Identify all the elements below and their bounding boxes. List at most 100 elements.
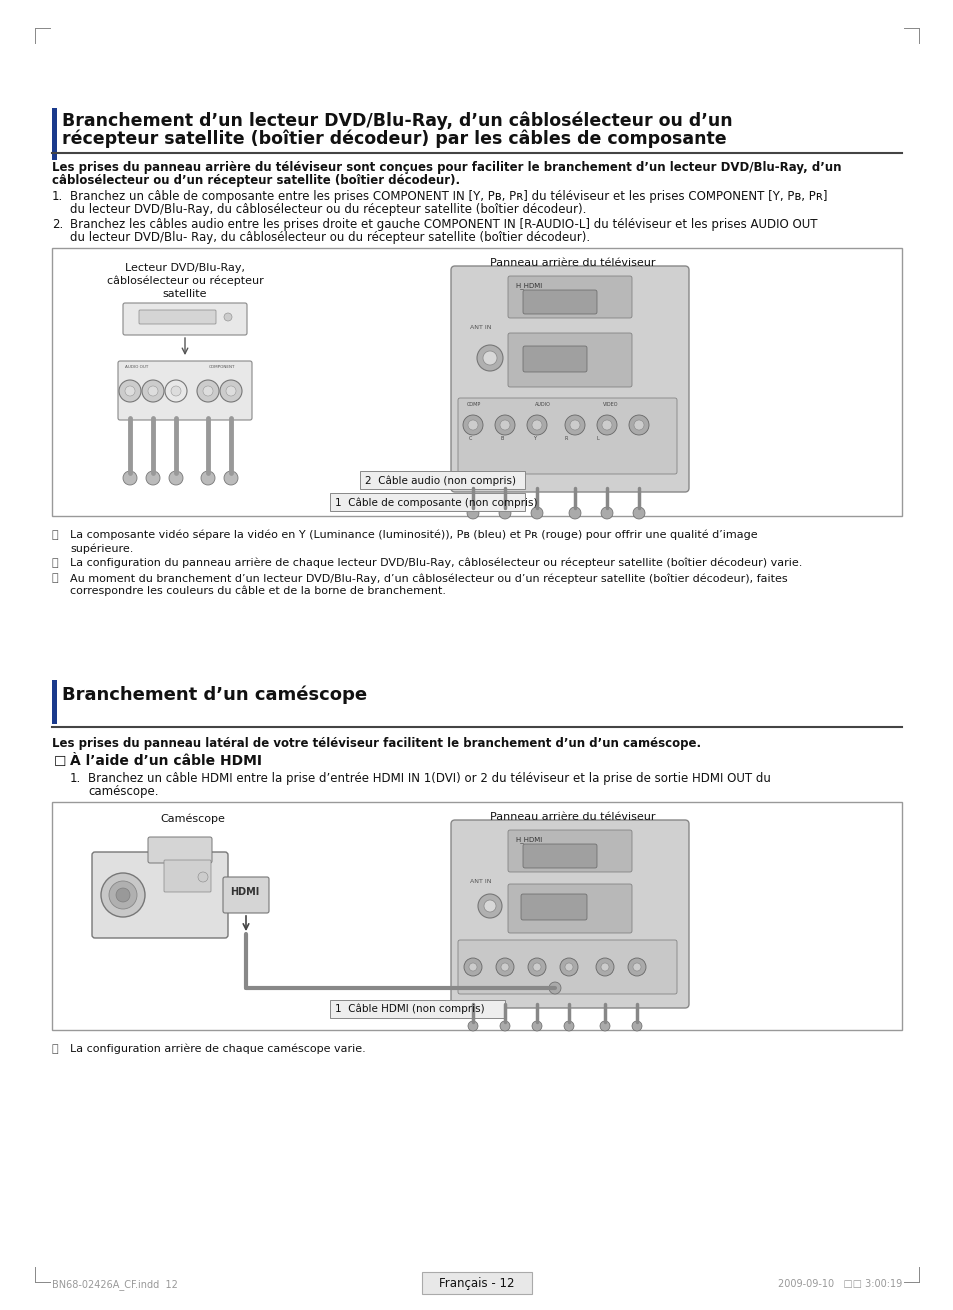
Circle shape: [469, 963, 476, 971]
Text: satellite: satellite: [163, 290, 207, 299]
Circle shape: [482, 351, 497, 365]
Circle shape: [125, 386, 135, 396]
Text: du lecteur DVD/Blu- Ray, du câblosélecteur ou du récepteur satellite (boîtier dé: du lecteur DVD/Blu- Ray, du câblosélecte…: [70, 231, 590, 244]
Circle shape: [526, 415, 546, 435]
Text: L: L: [597, 436, 599, 441]
Circle shape: [533, 963, 540, 971]
Circle shape: [568, 507, 580, 519]
Text: Lecteur DVD/Blu-Ray,: Lecteur DVD/Blu-Ray,: [125, 263, 245, 272]
Text: ☐: ☐: [54, 755, 67, 769]
Bar: [52, 802, 901, 1030]
Circle shape: [601, 421, 612, 430]
Text: du lecteur DVD/Blu-Ray, du câblosélecteur ou du récepteur satellite (boîtier déc: du lecteur DVD/Blu-Ray, du câblosélecteu…: [70, 203, 586, 216]
Text: Panneau arrière du téléviseur: Panneau arrière du téléviseur: [490, 258, 655, 269]
Text: VIDEO: VIDEO: [602, 402, 618, 407]
Circle shape: [203, 386, 213, 396]
Bar: [330, 493, 524, 511]
Text: Branchez les câbles audio entre les prises droite et gauche COMPONENT IN [R-AUDI: Branchez les câbles audio entre les pris…: [70, 217, 817, 231]
Text: H_HDMI: H_HDMI: [515, 836, 541, 842]
Circle shape: [477, 893, 501, 918]
FancyBboxPatch shape: [507, 831, 631, 872]
FancyBboxPatch shape: [139, 310, 215, 324]
Circle shape: [146, 472, 160, 485]
FancyBboxPatch shape: [223, 876, 269, 913]
FancyBboxPatch shape: [522, 844, 597, 869]
Text: COMP: COMP: [467, 402, 480, 407]
Circle shape: [600, 963, 608, 971]
Circle shape: [597, 415, 617, 435]
Bar: [52, 107, 57, 160]
Circle shape: [165, 380, 187, 402]
Bar: [421, 1272, 532, 1294]
Text: À l’aide d’un câble HDMI: À l’aide d’un câble HDMI: [70, 755, 262, 768]
Text: HDMI: HDMI: [230, 887, 259, 897]
Text: La configuration du panneau arrière de chaque lecteur DVD/Blu-Ray, câblosélecteu: La configuration du panneau arrière de c…: [70, 558, 801, 569]
Circle shape: [220, 380, 242, 402]
Circle shape: [527, 958, 545, 976]
Text: Les prises du panneau arrière du téléviseur sont conçues pour faciliter le branc: Les prises du panneau arrière du télévis…: [52, 161, 841, 174]
Circle shape: [532, 1020, 541, 1031]
FancyBboxPatch shape: [457, 941, 677, 994]
Text: H_HDMI: H_HDMI: [515, 282, 541, 288]
Circle shape: [148, 386, 158, 396]
Circle shape: [563, 1020, 574, 1031]
Circle shape: [499, 421, 510, 430]
Circle shape: [468, 1020, 477, 1031]
FancyBboxPatch shape: [91, 852, 228, 938]
Circle shape: [599, 1020, 609, 1031]
Circle shape: [196, 380, 219, 402]
Circle shape: [119, 380, 141, 402]
FancyBboxPatch shape: [164, 859, 211, 892]
FancyBboxPatch shape: [457, 398, 677, 474]
Text: supérieure.: supérieure.: [70, 544, 133, 554]
Text: AUDIO: AUDIO: [535, 402, 550, 407]
Circle shape: [634, 421, 643, 430]
Text: câblosélecteur ou d’un récepteur satellite (boîtier décodeur).: câblosélecteur ou d’un récepteur satelli…: [52, 174, 459, 187]
Circle shape: [628, 415, 648, 435]
FancyBboxPatch shape: [507, 276, 631, 318]
Text: Ⓝ: Ⓝ: [52, 1044, 58, 1055]
Text: ANT IN: ANT IN: [470, 325, 491, 330]
Circle shape: [596, 958, 614, 976]
Text: câblosélecteur ou récepteur: câblosélecteur ou récepteur: [107, 276, 263, 287]
Text: caméscope.: caméscope.: [88, 785, 158, 798]
Text: 1.: 1.: [70, 772, 81, 785]
FancyBboxPatch shape: [451, 820, 688, 1007]
FancyBboxPatch shape: [507, 333, 631, 386]
Circle shape: [123, 472, 137, 485]
Circle shape: [569, 421, 579, 430]
Circle shape: [201, 472, 214, 485]
FancyBboxPatch shape: [522, 346, 586, 372]
Circle shape: [631, 1020, 641, 1031]
Text: 1  Câble de composante (non compris): 1 Câble de composante (non compris): [335, 496, 537, 507]
Text: La configuration arrière de chaque caméscope varie.: La configuration arrière de chaque camés…: [70, 1044, 365, 1055]
Text: Les prises du panneau latéral de votre téléviseur facilitent le branchement d’un: Les prises du panneau latéral de votre t…: [52, 738, 700, 751]
Circle shape: [224, 313, 232, 321]
Circle shape: [532, 421, 541, 430]
Text: 2  Câble audio (non compris): 2 Câble audio (non compris): [365, 476, 516, 486]
Circle shape: [633, 507, 644, 519]
Text: La composante vidéo sépare la vidéo en Y (Luminance (luminosité)), Pʙ (bleu) et : La composante vidéo sépare la vidéo en Y…: [70, 531, 757, 541]
Bar: [330, 1000, 504, 1018]
Circle shape: [142, 380, 164, 402]
Circle shape: [101, 872, 145, 917]
Circle shape: [476, 345, 502, 371]
Text: correspondre les couleurs du câble et de la borne de branchement.: correspondre les couleurs du câble et de…: [70, 586, 446, 596]
Text: Panneau arrière du téléviseur: Panneau arrière du téléviseur: [490, 812, 655, 821]
Bar: [52, 248, 901, 516]
Circle shape: [169, 472, 183, 485]
Text: 2.: 2.: [52, 217, 63, 231]
Text: Au moment du branchement d’un lecteur DVD/Blu-Ray, d’un câblosélecteur ou d’un r: Au moment du branchement d’un lecteur DV…: [70, 572, 787, 583]
Circle shape: [559, 958, 578, 976]
Circle shape: [468, 421, 477, 430]
Text: Ⓝ: Ⓝ: [52, 572, 58, 583]
Bar: [52, 680, 57, 724]
Text: 1  Câble HDMI (non compris): 1 Câble HDMI (non compris): [335, 1003, 484, 1014]
Circle shape: [500, 963, 509, 971]
Text: Ⓝ: Ⓝ: [52, 558, 58, 569]
Circle shape: [564, 963, 573, 971]
Circle shape: [467, 507, 478, 519]
Text: R: R: [564, 436, 568, 441]
FancyBboxPatch shape: [123, 303, 247, 335]
Circle shape: [463, 958, 481, 976]
